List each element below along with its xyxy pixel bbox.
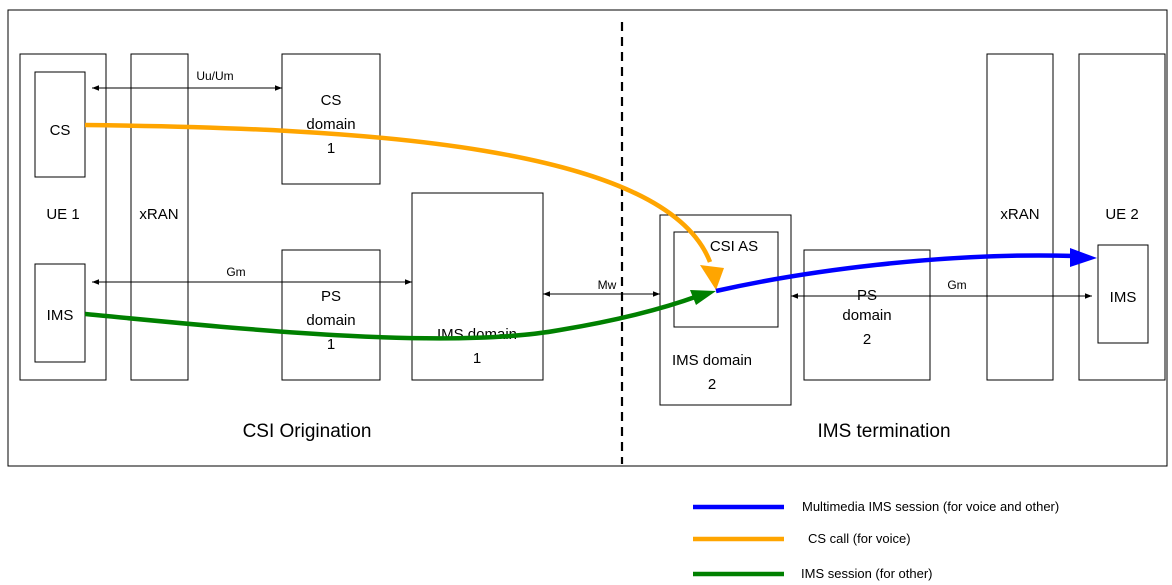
xran-right-box: xRAN <box>986 53 1054 381</box>
xran-right-label: xRAN <box>1000 206 1039 223</box>
ue1-ims-label: IMS <box>47 307 74 324</box>
cs-domain-1-box: CS domain 1 <box>281 53 381 185</box>
xran-left-box: xRAN <box>130 53 189 381</box>
csi-as-box: CSI AS <box>673 231 779 328</box>
cs-domain-1-line1: CS <box>321 92 342 109</box>
ue2-label: UE 2 <box>1105 206 1138 223</box>
ims-domain-1-box: IMS domain 1 <box>411 192 544 381</box>
cs-domain-1-line3: 1 <box>327 140 335 157</box>
cs-call-flow <box>84 122 713 263</box>
gm-right-label: Gm <box>947 278 966 292</box>
ps-domain-1-line2: domain <box>306 312 355 329</box>
ims-termination-caption: IMS termination <box>817 421 950 442</box>
csi-origination-caption: CSI Origination <box>243 421 372 442</box>
ims-session-arrowhead <box>690 290 716 305</box>
legend: Multimedia IMS session (for voice and ot… <box>693 499 1059 581</box>
mw-label: Mw <box>598 278 617 292</box>
multimedia-ims-flow <box>715 253 1076 294</box>
xran-left-label: xRAN <box>139 206 178 223</box>
legend-label-ims-session: IMS session (for other) <box>801 566 933 581</box>
cs-call-arrowhead <box>700 265 724 290</box>
ps-domain-2-line2: domain <box>842 307 891 324</box>
gm-left-label: Gm <box>226 265 245 279</box>
ims-domain-1-line2: 1 <box>473 350 481 367</box>
ims-session-flow <box>84 293 699 341</box>
ps-domain-1-line1: PS <box>321 288 341 305</box>
legend-label-multimedia-ims: Multimedia IMS session (for voice and ot… <box>802 499 1059 514</box>
ue2-ims-box: IMS <box>1097 244 1149 344</box>
ue1-ims-box: IMS <box>34 263 86 363</box>
ims-domain-2-line1: IMS domain <box>672 352 752 369</box>
ims-domain-2-line2: 2 <box>708 376 716 393</box>
ps-domain-1-line3: 1 <box>327 336 335 353</box>
ps-domain-2-line3: 2 <box>863 331 871 348</box>
ue1-cs-label: CS <box>50 122 71 139</box>
cs-domain-1-line2: domain <box>306 116 355 133</box>
uu-um-label: Uu/Um <box>196 69 233 83</box>
diagram-frame <box>7 9 1168 467</box>
ue2-ims-label: IMS <box>1110 289 1137 306</box>
legend-label-cs-call: CS call (for voice) <box>808 531 911 546</box>
csi-as-label: CSI AS <box>710 238 758 255</box>
ue1-cs-box: CS <box>34 71 86 178</box>
ps-domain-1-box: PS domain 1 <box>281 249 381 381</box>
multimedia-ims-arrowhead <box>1070 248 1097 267</box>
ue1-label: UE 1 <box>46 206 79 223</box>
